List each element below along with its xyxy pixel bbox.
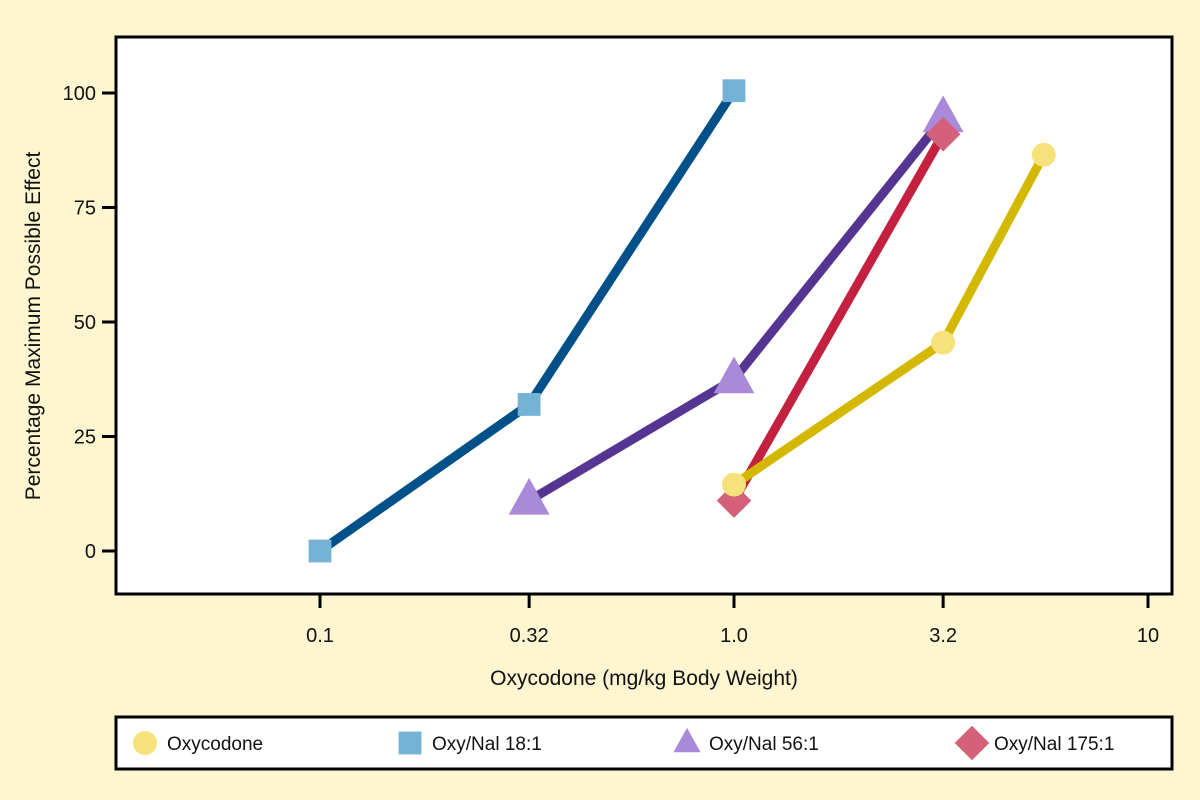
y-tick-label: 75 bbox=[74, 198, 96, 220]
legend-label: Oxy/Nal 175:1 bbox=[994, 734, 1114, 755]
series-line bbox=[729, 129, 948, 506]
legend-marker bbox=[954, 725, 990, 761]
y-axis-label: Percentage Maximum Possible Effect bbox=[22, 152, 45, 501]
legend-label: Oxy/Nal 18:1 bbox=[432, 734, 542, 755]
y-tick-label: 50 bbox=[74, 312, 96, 334]
legend-marker bbox=[133, 731, 157, 755]
x-tick-label: 10 bbox=[1137, 625, 1159, 647]
x-tick-label: 3.2 bbox=[929, 625, 957, 647]
legend-marker bbox=[398, 731, 422, 755]
data-point bbox=[1031, 142, 1056, 167]
y-tick-label: 100 bbox=[63, 83, 96, 105]
legend-marker bbox=[673, 727, 701, 753]
plot-area bbox=[114, 35, 1174, 596]
legend-label: Oxy/Nal 56:1 bbox=[709, 734, 819, 755]
y-axis: 0 25 50 75 100 bbox=[63, 83, 116, 563]
x-tick-label: 1.0 bbox=[720, 625, 748, 647]
data-point bbox=[931, 330, 956, 355]
x-axis-label: Oxycodone (mg/kg Body Weight) bbox=[490, 667, 798, 690]
x-tick-label: 0.1 bbox=[306, 625, 334, 647]
data-point bbox=[722, 79, 746, 103]
data-point bbox=[713, 356, 755, 394]
x-axis: 0.1 0.32 1.0 3.2 10 bbox=[306, 594, 1159, 647]
data-point bbox=[925, 116, 961, 152]
series-markers bbox=[308, 79, 1056, 563]
legend-label: Oxycodone bbox=[167, 734, 263, 755]
y-tick-label: 25 bbox=[74, 427, 96, 449]
data-point bbox=[508, 477, 550, 515]
y-tick-label: 0 bbox=[85, 541, 96, 563]
legend: Oxycodone Oxy/Nal 18:1 Oxy/Nal 56:1 Oxy/Nal… bbox=[133, 725, 1114, 761]
x-tick-label: 0.32 bbox=[510, 625, 549, 647]
data-point bbox=[308, 539, 332, 563]
data-point bbox=[517, 393, 541, 416]
data-point bbox=[722, 472, 746, 497]
data-point bbox=[922, 95, 964, 133]
legend-box bbox=[114, 715, 1174, 771]
